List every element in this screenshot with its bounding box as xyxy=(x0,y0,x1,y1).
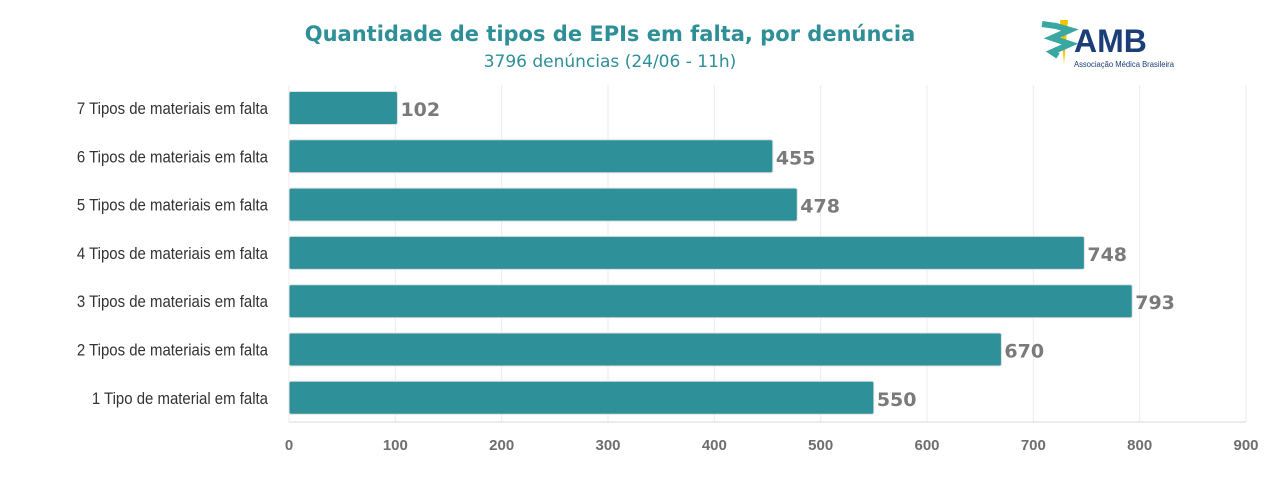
amb-logo: AMB Associação Médica Brasileira xyxy=(1041,20,1175,69)
data-label: 478 xyxy=(800,196,840,218)
x-tick-label: 600 xyxy=(914,437,939,454)
x-tick-label: 100 xyxy=(383,437,408,454)
x-tick-label: 800 xyxy=(1127,437,1152,454)
logo-text: AMB xyxy=(1074,23,1147,59)
bar xyxy=(288,235,1085,270)
data-label: 550 xyxy=(877,389,917,411)
data-label: 670 xyxy=(1004,341,1044,363)
x-tick-label: 500 xyxy=(808,437,833,454)
category-label: 5 Tipos de materiais em falta xyxy=(77,197,268,215)
bar xyxy=(288,284,1133,319)
category-label: 4 Tipos de materiais em falta xyxy=(77,245,268,263)
logo-tagline: Associação Médica Brasileira xyxy=(1074,60,1175,69)
data-label: 455 xyxy=(776,147,816,169)
x-tick-label: 900 xyxy=(1233,437,1258,454)
data-label: 793 xyxy=(1135,292,1175,314)
bar xyxy=(288,91,398,125)
bar xyxy=(288,332,1002,367)
x-tick-label: 300 xyxy=(595,437,620,454)
category-label: 3 Tipos de materiais em falta xyxy=(77,293,268,311)
data-label: 102 xyxy=(400,99,440,121)
bar xyxy=(288,380,875,415)
data-label: 748 xyxy=(1087,244,1127,266)
bar xyxy=(288,187,798,222)
category-label: 6 Tipos de materiais em falta xyxy=(77,148,268,166)
chart-title: Quantidade de tipos de EPIs em falta, po… xyxy=(304,22,916,46)
chart-subtitle: 3796 denúncias (24/06 - 11h) xyxy=(483,52,737,72)
x-tick-label: 400 xyxy=(702,437,727,454)
category-label: 2 Tipos de materiais em falta xyxy=(77,342,268,360)
category-label: 1 Tipo de material em falta xyxy=(92,390,268,408)
x-tick-label: 200 xyxy=(489,437,514,454)
x-tick-label: 700 xyxy=(1021,437,1046,454)
x-tick-label: 0 xyxy=(285,437,293,454)
category-label: 7 Tipos de materiais em falta xyxy=(77,100,268,118)
bar xyxy=(288,139,774,174)
